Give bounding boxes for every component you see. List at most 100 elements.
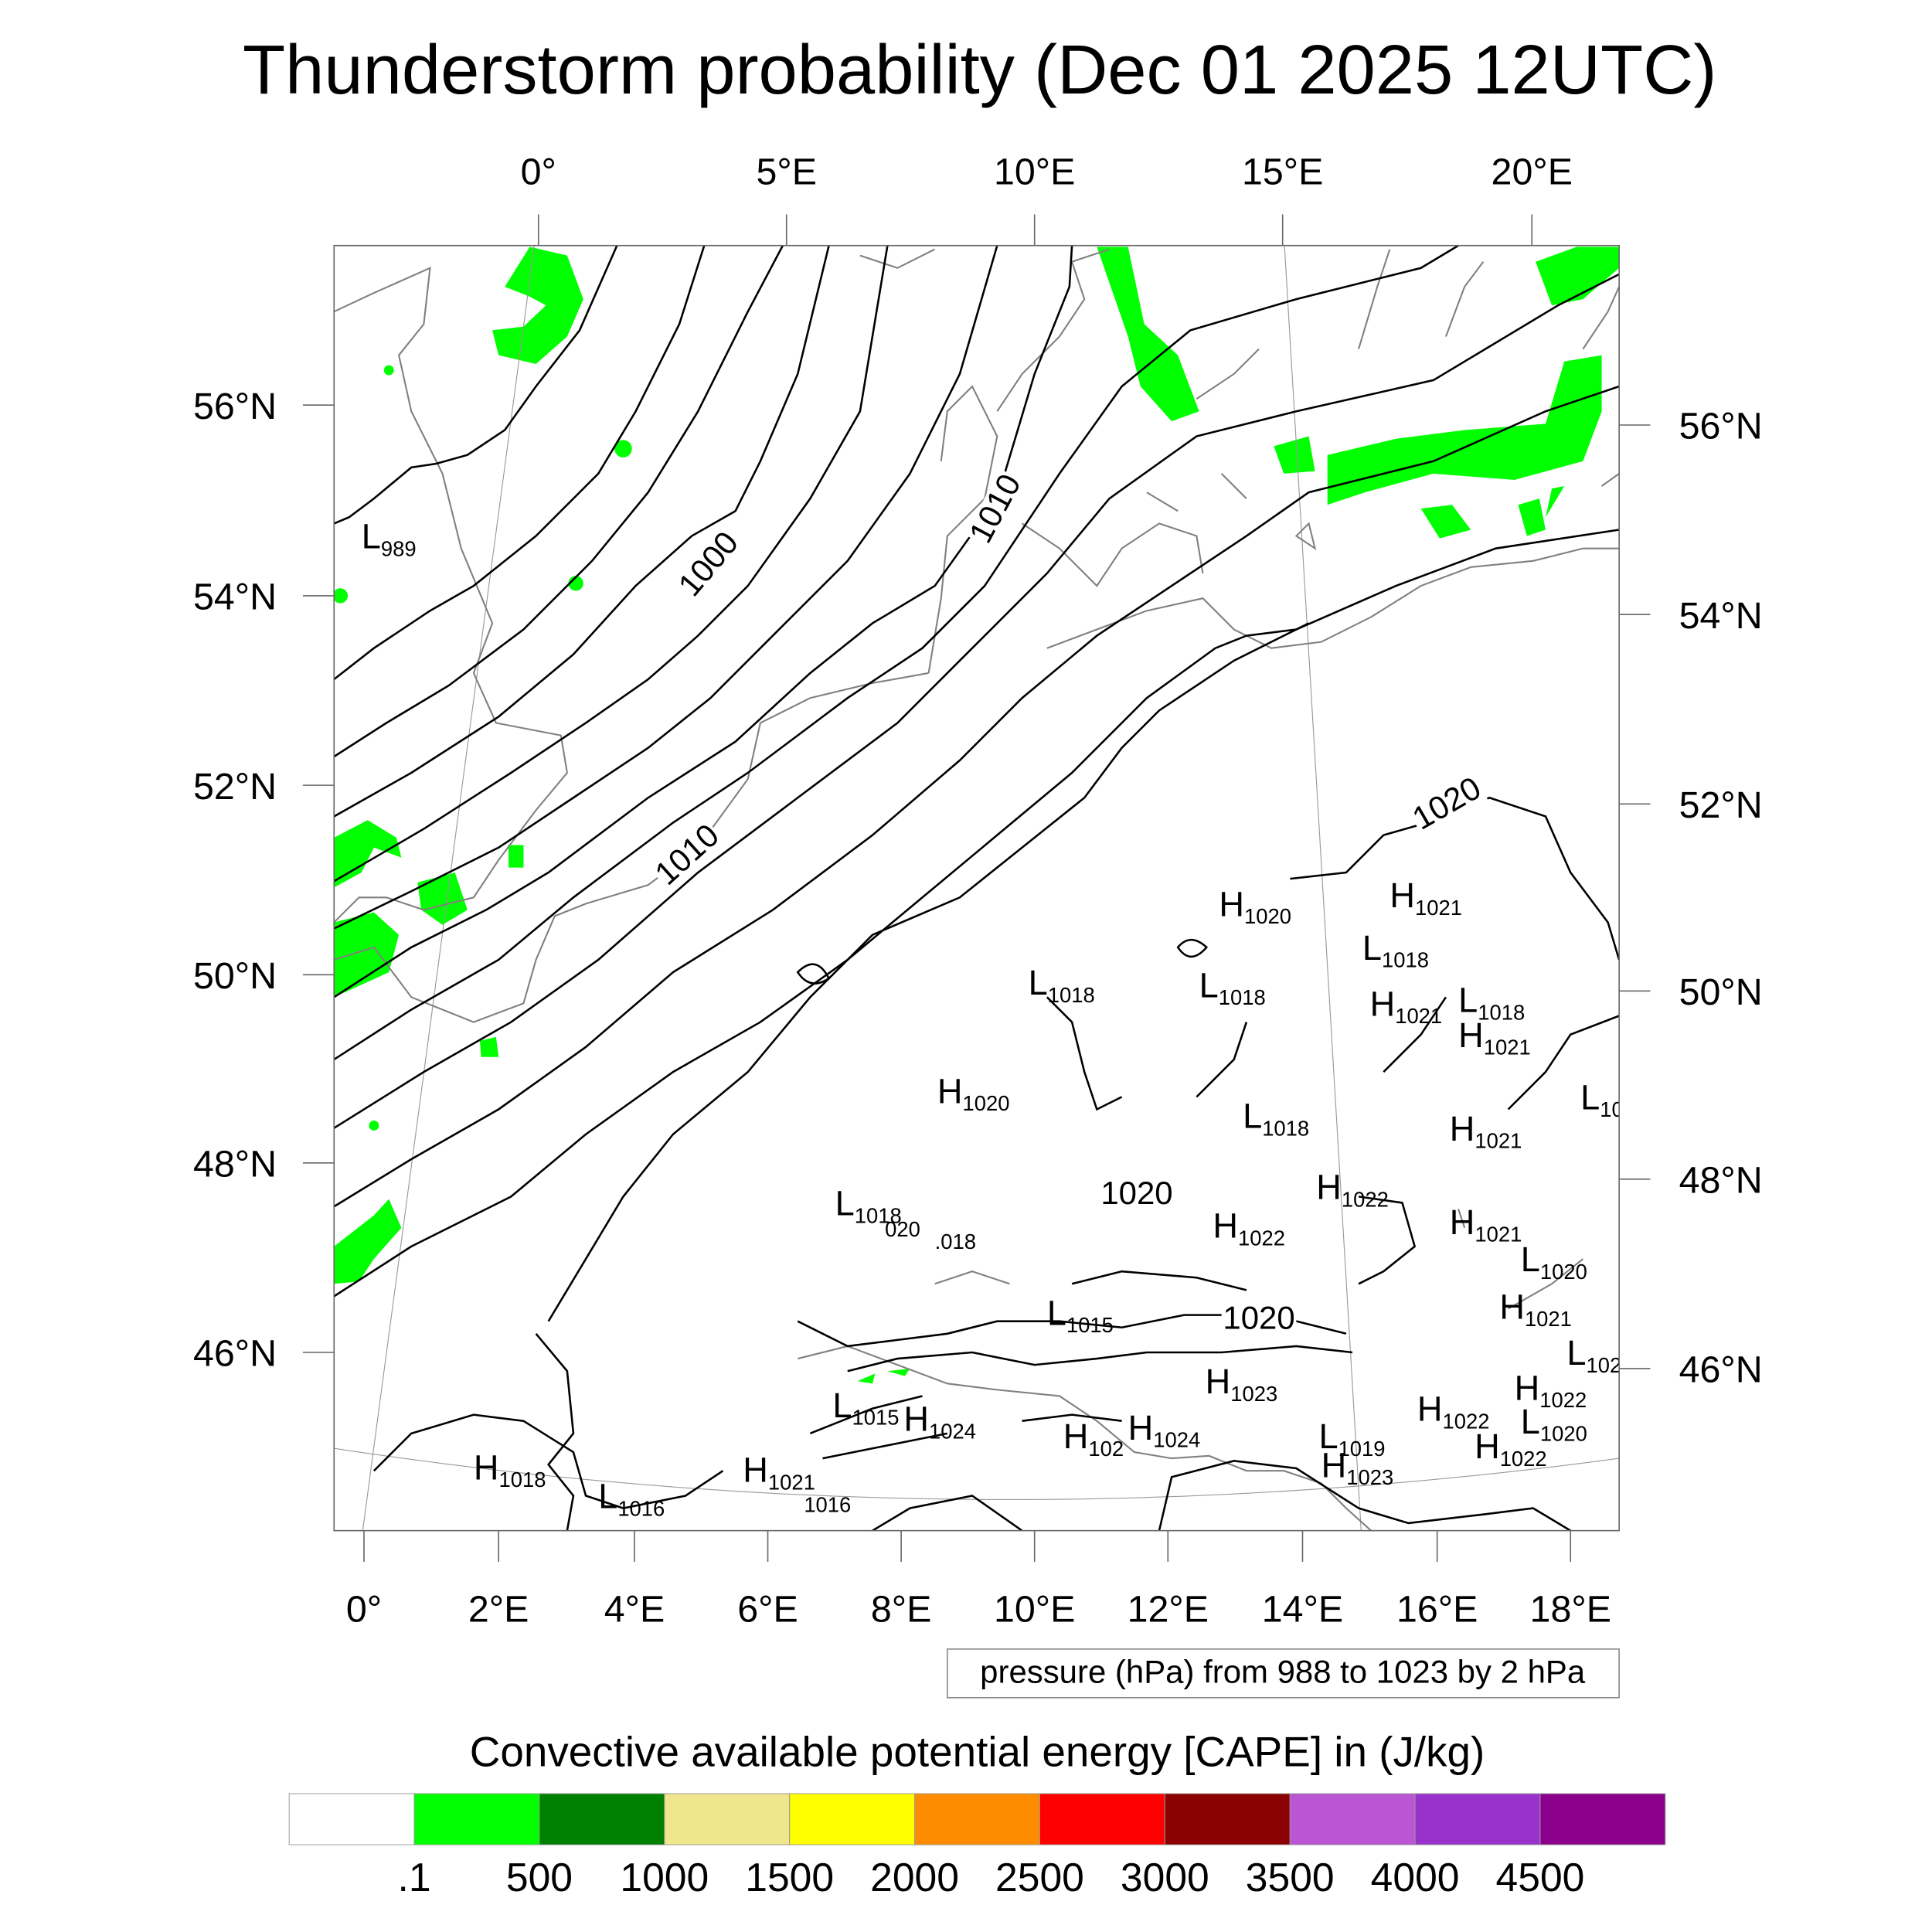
- bottom-lon-label: 16°E: [1396, 1588, 1478, 1630]
- colorbar-swatch: [413, 1793, 540, 1845]
- left-lat-label: 56°N: [193, 386, 277, 427]
- top-lon-label: 15°E: [1242, 151, 1323, 193]
- pressure-center-label: H1020: [937, 1071, 1010, 1115]
- center-value: 1018: [1219, 985, 1266, 1009]
- graticule: [334, 245, 1620, 1531]
- colorbar-swatch: [789, 1793, 916, 1845]
- center-type: L: [598, 1477, 617, 1516]
- pressure-center-label: L1018: [1243, 1097, 1309, 1141]
- colorbar-label: 500: [506, 1855, 573, 1900]
- bottom-lon-label: 6°E: [737, 1588, 798, 1630]
- center-type: L: [1047, 1294, 1066, 1333]
- bottom-lon-label: 12°E: [1128, 1588, 1209, 1630]
- center-type: H: [1458, 1015, 1484, 1055]
- top-lon-label: 5°E: [756, 151, 817, 193]
- center-type: L: [1521, 1402, 1540, 1441]
- contour-info-box: pressure (hPa) from 988 to 1023 by 2 hPa: [946, 1648, 1620, 1699]
- isobars: [334, 245, 1620, 1531]
- center-type: H: [743, 1451, 768, 1490]
- center-type: H: [1316, 1168, 1342, 1207]
- isobar-label-bg: [1406, 772, 1488, 838]
- pressure-center-label: 020: [885, 1217, 920, 1241]
- center-value: 1022: [1238, 1226, 1285, 1250]
- center-value: .018: [935, 1230, 976, 1253]
- pressure-center-label: H1023: [1321, 1445, 1394, 1489]
- center-type: H: [1389, 876, 1415, 915]
- center-type: L: [1318, 1417, 1338, 1456]
- center-value: 1021: [768, 1470, 815, 1494]
- bottom-lon-label: 14°E: [1262, 1588, 1343, 1630]
- center-type: H: [1321, 1445, 1347, 1485]
- pressure-center-label: L1018: [1199, 965, 1266, 1009]
- pressure-center-label: H1024: [1128, 1408, 1201, 1452]
- center-value: 1024: [1153, 1428, 1200, 1452]
- pressure-center-label: L1018: [1362, 928, 1429, 972]
- center-value: 1021: [1475, 1222, 1522, 1246]
- center-value: 989: [381, 536, 417, 560]
- isobar-label: 1000: [671, 525, 745, 604]
- center-type: L: [1566, 1333, 1586, 1372]
- colorbar-label: 2500: [995, 1855, 1084, 1900]
- center-value: 1020: [1540, 1260, 1587, 1284]
- top-axis: 0° 5°E 10°E 15°E 20°E: [521, 151, 1573, 246]
- colorbar-swatch: [664, 1793, 791, 1845]
- center-type: L: [1521, 1240, 1540, 1279]
- right-lat-label: 46°N: [1679, 1349, 1763, 1391]
- center-value: 1019: [1338, 1437, 1386, 1461]
- right-lat-label: 54°N: [1679, 595, 1763, 637]
- center-value: 1022: [1442, 1409, 1489, 1433]
- bottom-lon-label: 4°E: [604, 1588, 665, 1630]
- pressure-center-label: H1021: [1458, 1015, 1531, 1060]
- pressure-center-label: H1022: [1417, 1389, 1490, 1434]
- colorbar-label: .1: [398, 1855, 431, 1900]
- pressure-center-label: H1020: [1219, 884, 1291, 928]
- center-type: L: [1243, 1097, 1262, 1136]
- bottom-lon-label: 0°: [346, 1588, 382, 1630]
- isobar-label: 1020: [1223, 1299, 1294, 1335]
- isobar-label: 1020: [1100, 1175, 1172, 1211]
- center-value: 1016: [617, 1496, 665, 1520]
- chart-title: Thunderstorm probability (Dec 01 2025 12…: [243, 31, 1716, 109]
- center-value: 1021: [1415, 896, 1462, 920]
- pressure-center-label: H1021: [1450, 1109, 1522, 1153]
- colorbar-label: 1000: [620, 1855, 709, 1900]
- pressure-center-label: H102: [1063, 1417, 1124, 1461]
- right-axis: 56°N 54°N 52°N 50°N 48°N 46°N: [1619, 406, 1763, 1391]
- center-value: 1022: [1500, 1447, 1547, 1471]
- center-type: H: [903, 1400, 929, 1439]
- bottom-lon-label: 2°E: [468, 1588, 529, 1630]
- center-value: 1020: [1540, 1422, 1587, 1446]
- left-lat-label: 46°N: [193, 1333, 277, 1375]
- center-type: H: [1128, 1408, 1154, 1447]
- coastlines: [334, 248, 1620, 1531]
- colorbar-swatch: [539, 1793, 665, 1845]
- center-value: 1023: [1346, 1465, 1393, 1489]
- left-axis: 56°N 54°N 52°N 50°N 48°N 46°N: [193, 386, 335, 1375]
- center-value: 1015: [852, 1406, 900, 1430]
- colorbar-label: 4000: [1371, 1855, 1460, 1900]
- center-type: H: [1206, 1362, 1231, 1401]
- right-lat-label: 56°N: [1679, 406, 1763, 447]
- pressure-center-label: L1018: [1029, 963, 1095, 1007]
- right-lat-label: 52°N: [1679, 784, 1763, 826]
- pressure-center-label: H1021: [743, 1451, 815, 1495]
- isobar-label-bg: [1099, 1179, 1175, 1212]
- pressure-center-label: H1021: [1499, 1287, 1572, 1331]
- pressure-center-label: H1022: [1213, 1206, 1285, 1250]
- center-type: H: [1370, 985, 1396, 1024]
- center-type: H: [1475, 1427, 1500, 1466]
- pressure-center-label: L989: [362, 517, 417, 561]
- colorbar-title: Convective available potential energy [C…: [470, 1727, 1485, 1775]
- colorbar-swatch: [1539, 1793, 1666, 1845]
- center-value: 1016: [804, 1492, 851, 1516]
- colorbar-swatch: [914, 1793, 1040, 1845]
- pressure-center-label: H1021: [1389, 876, 1462, 920]
- center-value: 1024: [929, 1419, 976, 1443]
- pressure-center-label: L1020: [1521, 1240, 1587, 1284]
- isobar-label-bg: [673, 526, 747, 604]
- center-value: 1022: [1342, 1187, 1389, 1211]
- pressure-center-label: L1020: [1521, 1402, 1587, 1446]
- pressure-center-label: H1022: [1515, 1368, 1587, 1412]
- center-value: 1018: [1478, 1000, 1525, 1024]
